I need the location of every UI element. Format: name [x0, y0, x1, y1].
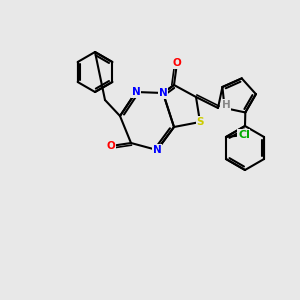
Text: H: H: [222, 100, 230, 110]
Text: O: O: [172, 58, 182, 68]
Text: O: O: [106, 141, 116, 151]
Text: N: N: [153, 145, 161, 155]
Text: Cl: Cl: [238, 130, 250, 140]
Text: S: S: [196, 117, 204, 127]
Text: O: O: [220, 103, 229, 113]
Text: N: N: [159, 88, 167, 98]
Text: N: N: [132, 87, 140, 97]
